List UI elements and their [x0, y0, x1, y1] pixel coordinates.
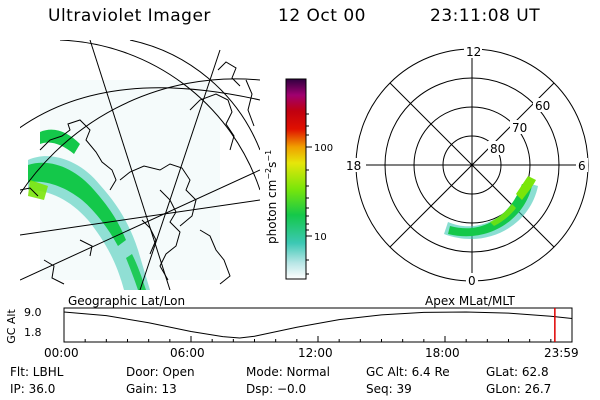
- timeline-chart: [63, 307, 573, 343]
- colorbar: 100 10 photon cm−2s−1: [264, 78, 333, 280]
- meridian-3: [139, 49, 221, 290]
- filter-readout: Flt: LBHL: [10, 365, 64, 379]
- mlt-label-bottom: 0: [468, 274, 476, 288]
- unit-mid: s: [265, 162, 279, 168]
- gain-readout: Gain: 13: [126, 382, 177, 396]
- colorbar-gradient: [285, 78, 307, 280]
- colorbar-ticks: [306, 113, 312, 275]
- lat-circle-4: [129, 40, 260, 151]
- gc-alt-readout: GC Alt: 6.4 Re: [366, 365, 450, 379]
- mlt-label-top: 12: [466, 45, 481, 59]
- left-panel-caption: Geographic Lat/Lon: [68, 294, 186, 308]
- meridian-2: [89, 40, 171, 290]
- dsp-readout: Dsp: −0.0: [246, 382, 307, 396]
- orbit-altitude-line: [63, 311, 573, 339]
- mlt-label-right: 6: [578, 159, 586, 173]
- meridian-1: [20, 199, 260, 236]
- ip-readout: IP: 36.0: [10, 382, 56, 396]
- colorbar-unit-label: photon cm−2s−1: [264, 150, 279, 244]
- glat-readout: GLat: 62.8: [486, 365, 549, 379]
- timeline-ytick-top: 9.0: [24, 306, 42, 319]
- timeline-xtick-1: 06:00: [170, 346, 205, 360]
- coastlines: [20, 61, 255, 285]
- colorbar-tick-10: 10: [314, 232, 327, 243]
- timeline-ytick-bottom: 1.8: [24, 326, 42, 339]
- svg-text:photon cm−2s−1: photon cm−2s−1: [264, 150, 279, 244]
- right-panel-caption: Apex MLat/MLT: [425, 294, 515, 308]
- seq-readout: Seq: 39: [366, 382, 412, 396]
- lat-circle-3: [59, 40, 260, 191]
- aurora-oval: [444, 176, 538, 240]
- lat-circle-2: [20, 78, 260, 195]
- aurora-emission: [28, 129, 150, 290]
- polar-plot: 12 18 6 0 60 70 80: [346, 44, 589, 288]
- lat-label-80: 80: [490, 142, 505, 156]
- timeline-xtick-3: 18:00: [425, 346, 460, 360]
- unit-exp-1: −2: [264, 168, 273, 180]
- unit-base: photon cm: [265, 180, 279, 244]
- meridian-4: [20, 169, 260, 281]
- lat-label-60: 60: [535, 99, 550, 113]
- mlt-line-diag-2: [389, 82, 555, 248]
- door-readout: Door: Open: [126, 365, 195, 379]
- instrument-title: Ultraviolet Imager: [48, 6, 211, 26]
- timeline-xtick-4: 23:59: [544, 346, 579, 360]
- geographic-map: [20, 40, 260, 290]
- colorbar-tick-100: 100: [314, 143, 333, 154]
- timeline-ticks: [63, 336, 573, 342]
- lat-label-70: 70: [512, 121, 527, 135]
- timeline-ylabel: GC Alt: [4, 309, 18, 344]
- date-label: 12 Oct 00: [278, 6, 366, 26]
- time-label: 23:11:08 UT: [430, 6, 541, 26]
- unit-exp-2: −1: [264, 150, 273, 162]
- mlt-label-left: 18: [346, 159, 361, 173]
- mode-readout: Mode: Normal: [246, 365, 330, 379]
- timeline-ylabel-wrap: GC Alt: [2, 308, 22, 346]
- lat-circle-1: [20, 87, 260, 129]
- timeline-xtick-2: 12:00: [298, 346, 333, 360]
- timeline-xtick-0: 00:00: [44, 346, 79, 360]
- glon-readout: GLon: 26.7: [486, 382, 552, 396]
